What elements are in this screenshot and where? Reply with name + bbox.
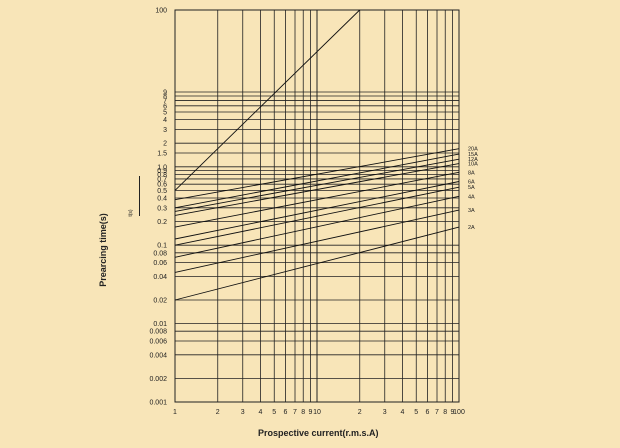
series-label: 4A — [468, 194, 475, 200]
time-unit-rule — [139, 176, 140, 216]
series-label: 10A — [468, 162, 478, 168]
series-label: 5A — [468, 185, 475, 191]
y-tick-label: 0.02 — [153, 297, 167, 304]
y-tick-label: 0.1 — [157, 243, 167, 250]
y-tick-label: 0.08 — [153, 250, 167, 257]
grid — [174, 9, 460, 403]
y-tick-label: 1.0 — [157, 164, 167, 171]
y-tick-label: 5 — [163, 110, 167, 117]
series-line — [174, 153, 460, 209]
series-label: 2A — [468, 225, 475, 231]
y-tick-label: 0.3 — [157, 205, 167, 212]
x-tick-label: 100 — [453, 409, 465, 416]
y-tick-label: 0.008 — [149, 329, 167, 336]
y-tick-label: 0.01 — [153, 321, 167, 328]
x-tick-label: 8 — [301, 409, 305, 416]
series-line — [174, 226, 460, 301]
series-label: 6A — [468, 179, 475, 185]
y-tick-label: 4 — [163, 117, 167, 124]
series-label: 15A — [468, 152, 478, 158]
series-lines — [174, 9, 460, 301]
y-tick-label: 0.5 — [157, 188, 167, 195]
y-tick-label: 0.06 — [153, 260, 167, 267]
x-tick-label: 1 — [173, 409, 177, 416]
series-label: 20A — [468, 147, 478, 153]
x-tick-label: 3 — [383, 409, 387, 416]
x-tick-label: 7 — [293, 409, 297, 416]
series-line — [174, 171, 460, 228]
y-tick-label: 0.9 — [157, 168, 167, 175]
series-line — [174, 186, 460, 246]
y-tick-label: 9 — [163, 89, 167, 96]
x-tick-label: 5 — [272, 409, 276, 416]
series-label: 8A — [468, 170, 475, 176]
x-tick-label: 6 — [284, 409, 288, 416]
x-tick-label: 10 — [313, 409, 321, 416]
y-tick-label: 0.006 — [149, 338, 167, 345]
y-tick-label: 1.5 — [157, 150, 167, 157]
y-tick-label: 8 — [163, 93, 167, 100]
y-tick-label: 0.6 — [157, 182, 167, 189]
time-unit-label: t(s) — [128, 209, 134, 217]
y-tick-label: 0.04 — [153, 274, 167, 281]
y-tick-label: 0.002 — [149, 376, 167, 383]
y-tick-label: 0.004 — [149, 352, 167, 359]
y-tick-label: 2 — [163, 141, 167, 148]
series-line — [174, 209, 460, 273]
x-tick-label: 7 — [435, 409, 439, 416]
y-tick-label: 100 — [155, 8, 167, 15]
x-tick-label: 5 — [414, 409, 418, 416]
x-tick-label: 4 — [401, 409, 405, 416]
x-tick-label: 4 — [259, 409, 263, 416]
series-line — [174, 181, 460, 240]
x-tick-label: 6 — [426, 409, 430, 416]
series-line — [174, 148, 460, 201]
series-line — [174, 163, 460, 216]
y-tick-label: 0.2 — [157, 219, 167, 226]
series-line — [174, 195, 460, 258]
y-axis-label: Prearcing time(s) — [98, 213, 108, 287]
series-label: 3A — [468, 208, 475, 214]
x-axis-label: Prospective current(r.m.s.A) — [258, 428, 379, 438]
series-line — [174, 158, 460, 212]
x-tick-label: 2 — [358, 409, 362, 416]
y-tick-label: 0.8 — [157, 172, 167, 179]
x-tick-label: 8 — [443, 409, 447, 416]
x-tick-label: 9 — [309, 409, 313, 416]
y-tick-label: 7 — [163, 98, 167, 105]
x-tick-label: 9 — [451, 409, 455, 416]
y-tick-label: 6 — [163, 103, 167, 110]
y-tick-label: 0.001 — [149, 400, 167, 407]
y-tick-label: 3 — [163, 127, 167, 134]
tick-labels: 1 2 3 4 5 6 7 8 9 10 2 3 4 5 6 7 8 9100100987654321.51.00… — [149, 8, 464, 417]
series-line — [174, 9, 361, 191]
series-label: 12A — [468, 157, 478, 163]
x-tick-label: 3 — [241, 409, 245, 416]
y-tick-label: 0.7 — [157, 176, 167, 183]
x-tick-label: 2 — [216, 409, 220, 416]
y-tick-label: 0.4 — [157, 195, 167, 202]
